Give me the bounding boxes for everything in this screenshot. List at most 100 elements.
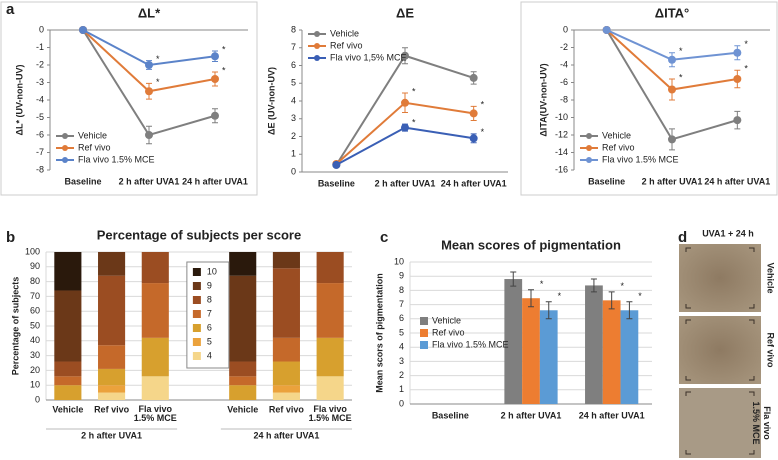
legend-label: Fla vivo 1.5% MCE (78, 154, 155, 164)
bar (539, 310, 558, 404)
bar-segment (229, 385, 257, 400)
legend-marker (314, 31, 320, 37)
group-label: 2 h after UVA1 (81, 430, 142, 440)
photo-label: Vehicle (766, 262, 776, 293)
legend-label: 4 (207, 350, 212, 360)
data-point (733, 75, 742, 83)
x-tick-label: Fla vivo 1.5% MCE (134, 404, 177, 423)
panel-frame (520, 1, 778, 196)
panel-label: d (678, 229, 687, 246)
photo-label: Ref vivo (766, 332, 776, 368)
data-point (79, 26, 87, 34)
y-tick-label: 0 (291, 166, 296, 176)
legend-swatch (420, 329, 428, 337)
legend-label: Vehicle (78, 130, 107, 140)
bar-segment (141, 337, 169, 377)
data-point (211, 52, 219, 61)
legend-label: Ref vivo (330, 40, 363, 50)
legend-marker (62, 145, 68, 151)
y-tick-label: -4 (36, 94, 44, 104)
y-tick-label: 90 (30, 261, 40, 271)
x-tick-label: Ref vivo (269, 404, 305, 414)
data-point (733, 48, 742, 57)
bar-segment (54, 385, 82, 400)
y-tick-label: 10 (394, 256, 404, 266)
bar-segment (98, 385, 126, 393)
legend-marker (314, 55, 320, 61)
y-tick-label: 80 (30, 276, 40, 286)
legend-swatch (192, 296, 201, 304)
legend-swatch (192, 282, 201, 290)
data-point (401, 51, 409, 60)
x-tick-label: 24 h after UVA1 (182, 176, 248, 186)
y-tick-label: 7 (291, 42, 296, 52)
significance-mark: * (156, 77, 160, 87)
significance-mark: * (621, 281, 625, 291)
bar (620, 310, 639, 404)
x-tick-label: 2 h after UVA1 (642, 176, 703, 186)
y-tick-label: 3 (399, 356, 404, 366)
y-tick-label: 4 (291, 95, 296, 105)
y-tick-label: 0 (39, 24, 44, 34)
data-point (145, 61, 153, 69)
chart-title: ΔE (396, 5, 414, 20)
y-tick-label: -2 (36, 59, 44, 69)
y-tick-label: 1 (399, 384, 404, 394)
bar-segment (229, 252, 257, 276)
panel-frame (0, 1, 258, 196)
y-tick-label: 10 (30, 380, 40, 390)
panel-label: c (380, 229, 388, 246)
panel-label: a (6, 1, 15, 18)
error-bar (545, 301, 552, 320)
y-tick-label: 9 (399, 271, 404, 281)
legend-swatch (192, 352, 201, 360)
photo (679, 316, 761, 384)
bar-segment (272, 385, 300, 393)
legend-swatch (192, 310, 201, 318)
significance-mark: * (412, 117, 416, 127)
y-tick-label: 3 (291, 113, 296, 123)
legend-swatch (420, 317, 428, 325)
chart-title: ΔITA° (655, 5, 690, 20)
x-tick-label: 2 h after UVA1 (119, 176, 180, 186)
y-axis-label: ΔE (UV-non-UV) (266, 67, 276, 135)
data-point (469, 109, 478, 118)
x-tick-label: 24 h after UVA1 (704, 176, 770, 186)
bar-segment (316, 337, 344, 377)
x-tick-label: Fla vivo 1.5% MCE (309, 404, 352, 423)
y-tick-label: 20 (30, 365, 40, 375)
y-tick-label: 5 (399, 327, 404, 337)
data-point (469, 73, 478, 82)
error-bar (510, 271, 517, 287)
y-tick-label: 0 (399, 398, 404, 408)
significance-mark: * (540, 279, 544, 289)
group-label: 24 h after UVA1 (253, 430, 319, 440)
y-tick-label: -4 (560, 59, 568, 69)
bar (522, 298, 540, 404)
bar-segment (229, 275, 257, 362)
significance-mark: * (679, 72, 683, 82)
significance-mark: * (744, 39, 748, 49)
significance-mark: * (744, 64, 748, 74)
bar-segment (316, 283, 344, 338)
bar-segment (316, 252, 344, 284)
y-tick-label: 1 (291, 149, 296, 159)
legend-label: Fla vivo 1.5% MCE (602, 154, 679, 164)
y-tick-label: 0 (563, 24, 568, 34)
bar-segment (141, 252, 169, 284)
y-tick-label: 5 (291, 78, 296, 88)
bar-segment (54, 361, 82, 377)
chart-title: ΔL* (138, 5, 161, 20)
data-point (145, 131, 153, 139)
legend-label: 10 (207, 266, 217, 276)
legend-label: Ref vivo (432, 327, 465, 337)
photo-label: Fla vivo1.5% MCE (751, 401, 772, 444)
x-tick-label: Baseline (588, 176, 625, 186)
bar-segment (141, 283, 169, 338)
y-tick-label: 2 (291, 131, 296, 141)
significance-mark: * (481, 127, 485, 137)
y-tick-label: 4 (399, 342, 404, 352)
significance-mark: * (481, 100, 485, 110)
y-tick-label: -6 (36, 129, 44, 139)
x-tick-label: Baseline (432, 410, 469, 420)
